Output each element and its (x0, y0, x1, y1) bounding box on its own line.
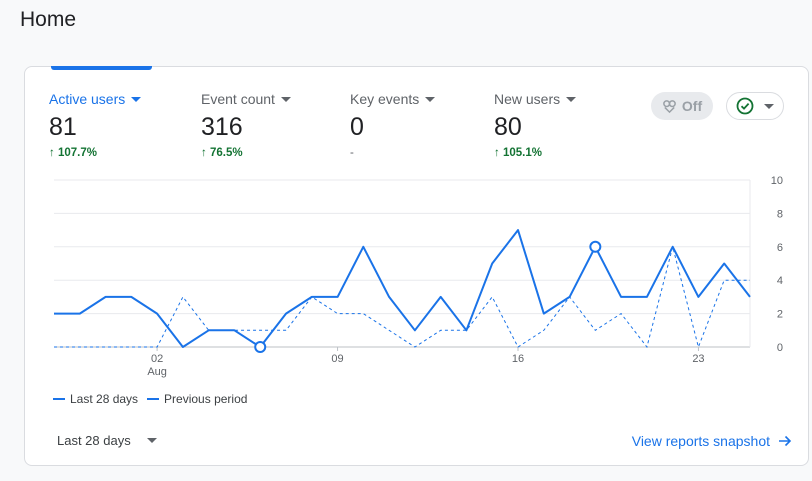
caret-down-icon (131, 96, 142, 102)
solid-line-swatch (53, 398, 65, 400)
chart-grid (54, 179, 751, 348)
data-point-marker (254, 341, 267, 353)
metric-change: ↑ 76.5% (201, 147, 243, 159)
data-point-marker (589, 240, 602, 253)
caret-down-icon (566, 96, 577, 102)
active-metric-indicator (51, 66, 152, 70)
metric-value: 80 (494, 113, 522, 141)
date-range-dropdown[interactable]: Last 28 days (57, 433, 157, 448)
metric-label: New users (494, 91, 561, 107)
y-tick-label: 2 (777, 309, 783, 321)
y-tick-label: 6 (777, 242, 783, 254)
legend-label: Previous period (164, 392, 248, 406)
x-tick-label: 09 (331, 353, 343, 365)
summary-card: Active users 81 ↑ 107.7% Event count 316… (24, 66, 809, 466)
caret-down-icon (280, 96, 291, 102)
y-axis-labels: 0 2 4 6 8 10 (771, 175, 783, 354)
view-reports-snapshot-link[interactable]: View reports snapshot (632, 433, 792, 449)
status-dropdown[interactable] (726, 92, 784, 120)
x-tick-label: 02 (151, 353, 163, 365)
chart-legend: Last 28 days Previous period (53, 392, 256, 406)
link-label: View reports snapshot (631, 433, 770, 449)
insights-icon (663, 99, 676, 113)
legend-item-previous-period: Previous period (147, 392, 247, 406)
metric-value: 81 (49, 113, 77, 141)
check-circle-icon (736, 97, 754, 115)
x-axis-labels: 02 09 16 23 Aug (147, 347, 705, 378)
arrow-up-icon: ↑ (494, 147, 500, 159)
y-tick-label: 4 (777, 275, 783, 287)
chart-series (54, 229, 751, 353)
x-tick-label: 23 (692, 353, 704, 365)
metric-active-users[interactable]: Active users 81 ↑ 107.7% (49, 91, 142, 159)
date-range-label: Last 28 days (57, 433, 131, 448)
y-tick-label: 0 (777, 342, 783, 354)
metric-key-events[interactable]: Key events 0 - (350, 91, 436, 159)
x-month-label: Aug (147, 366, 167, 378)
metric-change: ↑ 105.1% (494, 147, 542, 159)
arrow-up-icon: ↑ (49, 147, 55, 159)
metric-value: 0 (350, 113, 364, 141)
metric-change: ↑ 107.7% (49, 147, 97, 159)
metric-change: - (350, 147, 354, 159)
series-last-28-days (54, 229, 751, 348)
page-title: Home (20, 8, 77, 31)
metric-new-users[interactable]: New users 80 ↑ 105.1% (494, 91, 577, 159)
y-tick-label: 8 (777, 208, 783, 220)
arrow-up-icon: ↑ (201, 147, 207, 159)
dashed-line-swatch (147, 398, 160, 400)
metric-event-count[interactable]: Event count 316 ↑ 76.5% (201, 91, 291, 159)
caret-down-icon (425, 96, 436, 102)
y-tick-label: 10 (771, 175, 783, 187)
insights-toggle[interactable]: Off (651, 92, 713, 120)
toggle-label: Off (681, 98, 703, 114)
metric-label: Active users (49, 91, 126, 107)
x-tick-label: 16 (512, 353, 524, 365)
caret-down-icon (146, 438, 157, 443)
legend-label: Last 28 days (70, 392, 139, 406)
metric-label: Key events (350, 91, 420, 107)
legend-item-last-28-days: Last 28 days (53, 392, 138, 406)
caret-down-icon (764, 103, 774, 109)
arrow-right-icon (779, 435, 792, 447)
metric-value: 316 (201, 113, 243, 141)
metric-label: Event count (201, 91, 275, 107)
